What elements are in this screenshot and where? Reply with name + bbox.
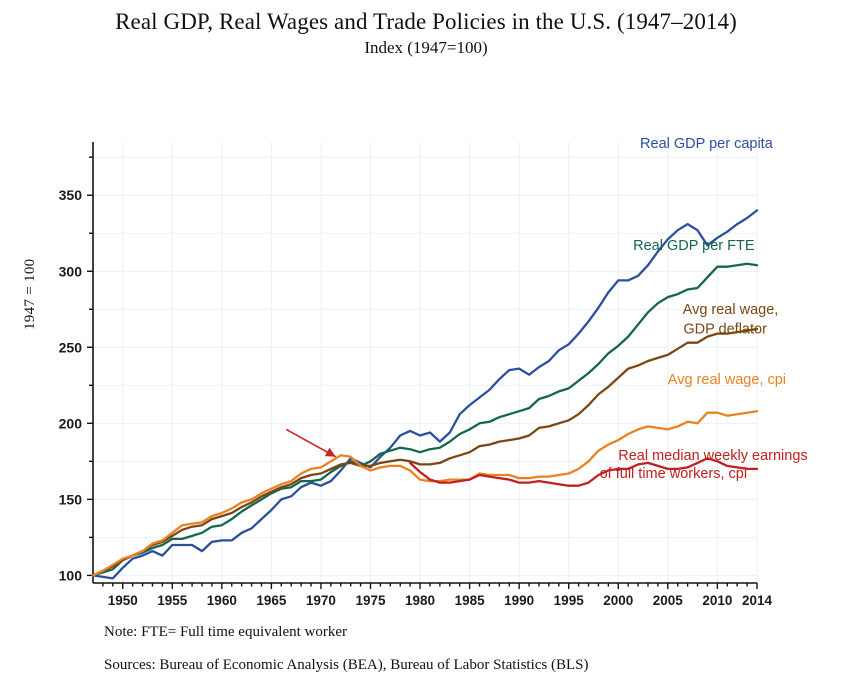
series-label: Avg real wage, cpi xyxy=(668,372,786,388)
tick-labels: 100 150 200 250 300 350 1950 1955 1960 1965 1970 19… xyxy=(59,187,773,608)
chart-subtitle: Index (1947=100) xyxy=(364,38,488,58)
series-label: Avg real wage, xyxy=(683,302,779,318)
svg-text:1995: 1995 xyxy=(554,593,585,608)
svg-text:300: 300 xyxy=(59,263,83,279)
svg-text:2000: 2000 xyxy=(603,593,633,608)
series-line-3 xyxy=(91,410,759,577)
svg-text:1990: 1990 xyxy=(504,593,534,608)
gridlines xyxy=(93,142,758,583)
series-label: of full time workers, cpi xyxy=(600,466,747,482)
svg-text:1960: 1960 xyxy=(207,593,237,608)
data-series xyxy=(91,209,759,580)
series-label: Real median weekly earnings xyxy=(618,448,807,464)
series-label: Real GDP per FTE xyxy=(633,238,755,254)
svg-text:1965: 1965 xyxy=(256,593,287,608)
svg-text:150: 150 xyxy=(59,491,83,507)
series-line-2 xyxy=(91,327,759,577)
svg-text:1950: 1950 xyxy=(108,593,138,608)
svg-text:1980: 1980 xyxy=(405,593,435,608)
series-labels: Real GDP per capita Real GDP per FTE Avg r… xyxy=(600,136,808,482)
series-line-1 xyxy=(91,262,759,577)
svg-text:100: 100 xyxy=(59,567,83,583)
svg-text:200: 200 xyxy=(59,415,83,431)
svg-text:2005: 2005 xyxy=(653,593,684,608)
series-label: Real GDP per capita xyxy=(640,136,774,152)
svg-text:250: 250 xyxy=(59,339,83,355)
axes xyxy=(92,142,757,584)
svg-text:1985: 1985 xyxy=(455,593,486,608)
title-block: Real GDP, Real Wages and Trade Policies … xyxy=(0,8,852,59)
svg-text:350: 350 xyxy=(59,187,83,203)
tick-marks xyxy=(87,156,758,589)
arrow-head xyxy=(324,447,336,457)
svg-text:2014: 2014 xyxy=(742,593,773,608)
svg-text:1970: 1970 xyxy=(306,593,336,608)
series-line-0 xyxy=(91,209,759,580)
footnotes: Note: FTE= Full time equivalent worker S… xyxy=(104,624,589,674)
svg-text:1975: 1975 xyxy=(355,593,386,608)
footnote-sources: Sources: Bureau of Economic Analysis (BE… xyxy=(104,657,589,673)
series-label: GDP deflator xyxy=(683,322,767,338)
series-line-4 xyxy=(408,457,759,487)
svg-text:1955: 1955 xyxy=(157,593,188,608)
footnote-note: Note: FTE= Full time equivalent worker xyxy=(104,624,347,640)
annotation-arrow xyxy=(285,428,337,458)
chart-title: Real GDP, Real Wages and Trade Policies … xyxy=(115,9,737,34)
svg-text:2010: 2010 xyxy=(702,593,732,608)
